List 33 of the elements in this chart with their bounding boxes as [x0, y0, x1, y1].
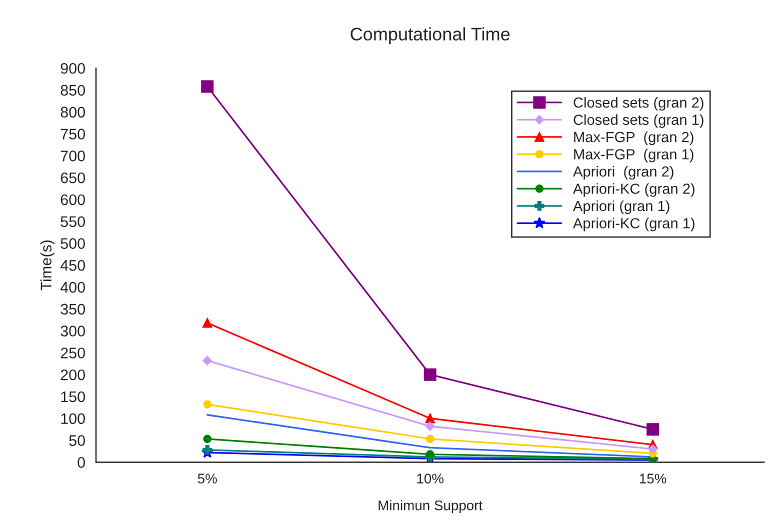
- legend-label: Closed sets (gran 2): [574, 97, 704, 111]
- x-axis-title: Minimun Support: [378, 500, 482, 514]
- y-tick-label: 600: [60, 194, 85, 206]
- y-tick-label: 650: [60, 172, 85, 184]
- y-tick-label: 800: [60, 106, 85, 118]
- y-tick-label: 900: [60, 62, 85, 74]
- y-tick-label: 250: [60, 348, 85, 358]
- legend-label: Max-FGP (gran 1): [574, 148, 694, 162]
- y-tick-label: 300: [60, 326, 85, 337]
- y-tick-label: 450: [60, 260, 85, 271]
- y-tick-label: 200: [60, 369, 85, 380]
- y-tick-label: 350: [60, 304, 85, 315]
- x-tick-label: 15%: [640, 474, 666, 484]
- y-axis-title: Time(s): [40, 240, 55, 290]
- y-tick-label: 150: [61, 391, 85, 402]
- y-tick-label: 850: [60, 84, 85, 96]
- y-tick-label: 400: [60, 282, 85, 293]
- x-tick-label: 10%: [417, 474, 444, 484]
- chart-title: Computational Time: [350, 27, 510, 44]
- y-tick-label: 750: [60, 128, 85, 140]
- y-tick-label: 100: [61, 413, 85, 424]
- y-tick-label: 550: [60, 216, 85, 228]
- legend-label: Apriori-KC (gran 1): [572, 218, 694, 232]
- legend-label: Closed sets (gran 1): [574, 114, 704, 128]
- legend-label: Max-FGP (gran 2): [574, 131, 694, 146]
- y-tick-label: 0: [78, 457, 85, 468]
- x-tick-label: 5%: [198, 474, 217, 484]
- legend-label: Apriori-KC (gran 2): [572, 183, 694, 197]
- legend-label: Apriori (gran 2): [572, 166, 674, 180]
- y-tick-label: 500: [60, 238, 85, 249]
- y-tick-label: 50: [69, 435, 85, 446]
- y-tick-label: 700: [60, 150, 85, 162]
- legend-label: Apriori (gran 1): [572, 200, 670, 214]
